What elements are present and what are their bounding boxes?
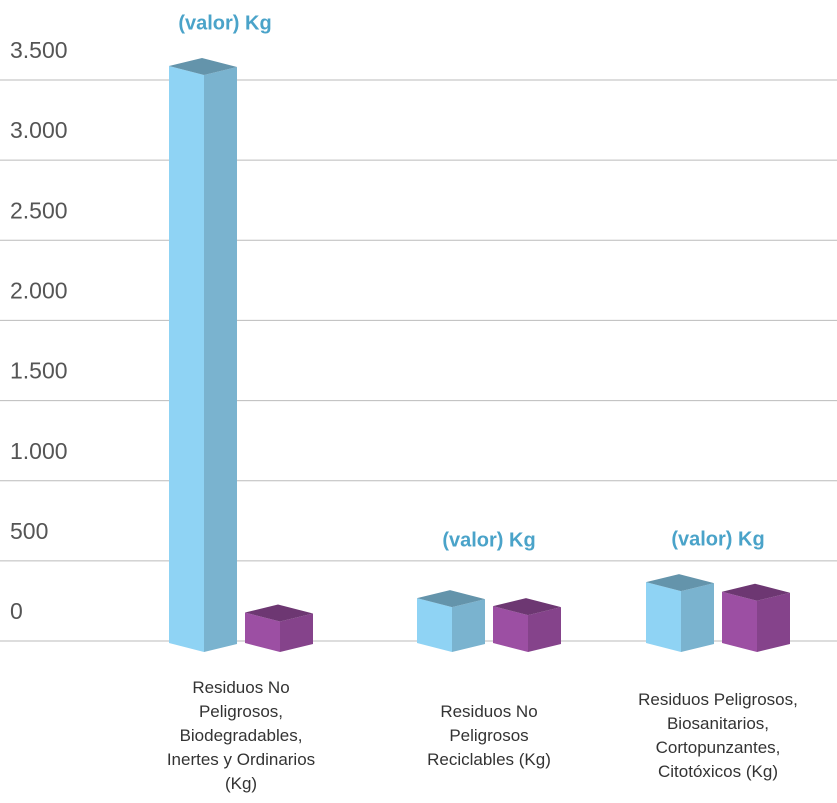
bar-face — [417, 598, 452, 652]
x-tick-label: Residuos No Peligrosos, Biodegradables, … — [166, 678, 316, 793]
bar — [646, 574, 714, 652]
annotation: (valor) Kg — [442, 529, 535, 551]
bar-face — [417, 590, 485, 608]
bar-face — [722, 591, 757, 652]
y-tick-label: 1.500 — [10, 358, 68, 384]
bar — [417, 590, 485, 652]
bar-face — [528, 607, 561, 652]
bar-face — [245, 604, 313, 622]
bar-face — [646, 582, 681, 652]
bar — [245, 604, 313, 652]
bar-face — [169, 65, 204, 652]
annotation: (valor) Kg — [178, 12, 271, 34]
bar-face — [646, 574, 714, 592]
bar — [493, 598, 561, 652]
bar — [722, 583, 790, 652]
annotation: (valor) Kg — [671, 528, 764, 550]
y-tick-label: 1.000 — [10, 438, 68, 464]
bar-face — [280, 613, 313, 652]
y-tick-label: 2.000 — [10, 278, 68, 304]
y-tick-label: 0 — [10, 598, 23, 624]
bar-face — [169, 57, 237, 75]
bar-face — [452, 599, 485, 652]
y-tick-label: 500 — [10, 518, 48, 544]
bar — [169, 57, 237, 652]
bar-face — [204, 66, 237, 652]
bar-face — [245, 612, 280, 652]
y-tick-label: 3.000 — [10, 117, 68, 143]
y-tick-label: 2.500 — [10, 197, 68, 223]
bar-face — [681, 583, 714, 652]
bar-face — [493, 598, 561, 616]
x-tick-label: Residuos Peligrosos, Biosanitarios, Cort… — [638, 690, 798, 781]
y-tick-label: 3.500 — [10, 37, 68, 63]
bar-face — [757, 592, 790, 652]
bar-face — [493, 606, 528, 652]
x-tick-label: Residuos No Peligrosos Reciclables (Kg) — [427, 702, 551, 769]
bar-face — [722, 583, 790, 601]
